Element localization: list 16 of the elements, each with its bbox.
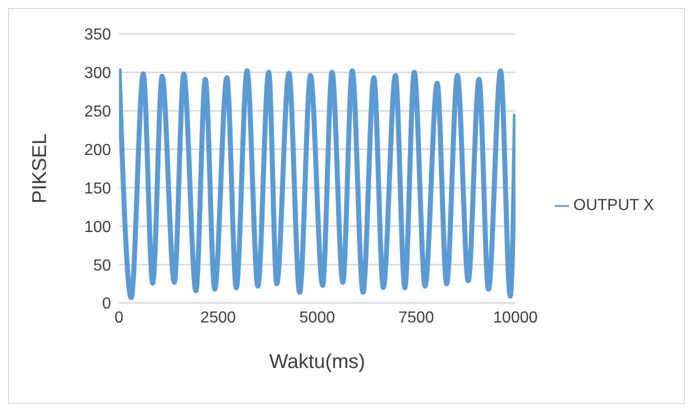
- y-tick-label: 200: [84, 142, 112, 159]
- y-tick-label: 300: [84, 65, 112, 82]
- x-tick-label: 5000: [299, 309, 336, 326]
- x-axis-title: Waktu(ms): [269, 351, 366, 373]
- y-tick-label: 50: [93, 257, 112, 274]
- y-tick-label: 0: [102, 296, 112, 313]
- y-tick-label: 250: [84, 104, 112, 121]
- y-axis-title: PIKSEL: [29, 133, 52, 204]
- x-tick-label: 7500: [398, 309, 434, 326]
- x-tick-label: 2500: [200, 309, 236, 326]
- x-tick-label: 0: [114, 309, 124, 326]
- legend-label: OUTPUT X: [573, 197, 654, 214]
- y-tick-label: 150: [84, 180, 112, 198]
- y-tick-label: 100: [84, 218, 112, 236]
- x-tick-label: 10000: [493, 309, 538, 326]
- y-tick-label: 350: [84, 26, 112, 44]
